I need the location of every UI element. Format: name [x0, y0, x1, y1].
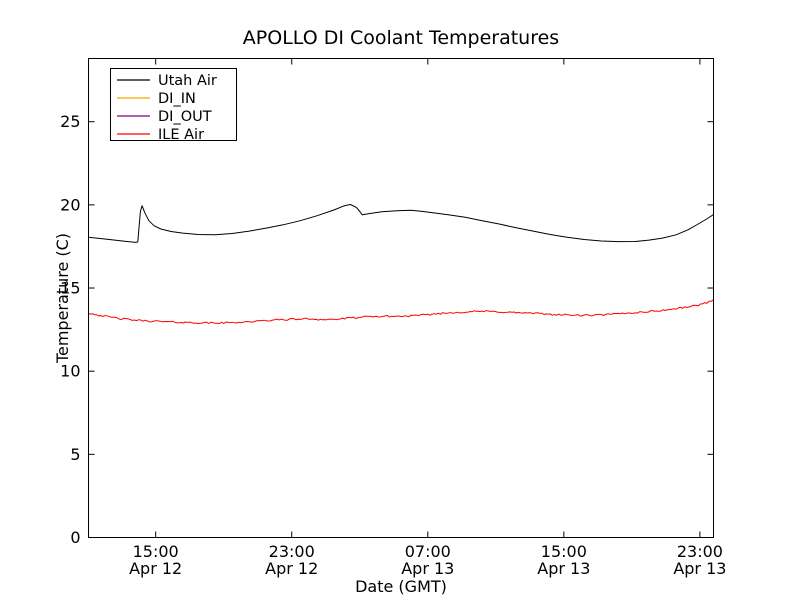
y-tick-label: 0	[70, 528, 80, 547]
series-line-utah-air	[88, 204, 714, 243]
y-tick-label: 20	[60, 195, 80, 214]
legend-label: DI_IN	[158, 91, 196, 107]
legend-label: Utah Air	[158, 73, 217, 89]
x-tick-label-date: Apr 13	[673, 559, 726, 578]
y-tick-label: 5	[70, 445, 80, 464]
legend: Utah Air DI_IN DI_OUT ILE Air	[110, 68, 237, 143]
x-tick-label-time: 07:00	[405, 542, 451, 561]
y-tick-label: 10	[60, 362, 80, 381]
x-axis-label: Date (GMT)	[355, 577, 447, 596]
x-tick-label-date: Apr 12	[265, 559, 318, 578]
x-tick-label-time: 23:00	[269, 542, 315, 561]
x-tick-label-date: Apr 13	[537, 559, 590, 578]
legend-label: ILE Air	[158, 127, 204, 143]
y-tick-label: 25	[60, 112, 80, 131]
x-tick-label-time: 23:00	[677, 542, 723, 561]
x-tick-label-time: 15:00	[133, 542, 179, 561]
x-tick-label-time: 15:00	[541, 542, 587, 561]
y-axis-label: Temperature (C)	[53, 233, 72, 364]
chart-title: APOLLO DI Coolant Temperatures	[243, 27, 559, 49]
data-series	[88, 204, 714, 538]
x-tick-label-date: Apr 13	[401, 559, 454, 578]
legend-label: DI_OUT	[158, 109, 212, 125]
plot-border	[88, 58, 714, 538]
series-line-ile-air	[88, 299, 714, 325]
x-tick-label-date: Apr 12	[129, 559, 182, 578]
y-tick-label: 15	[60, 279, 80, 298]
